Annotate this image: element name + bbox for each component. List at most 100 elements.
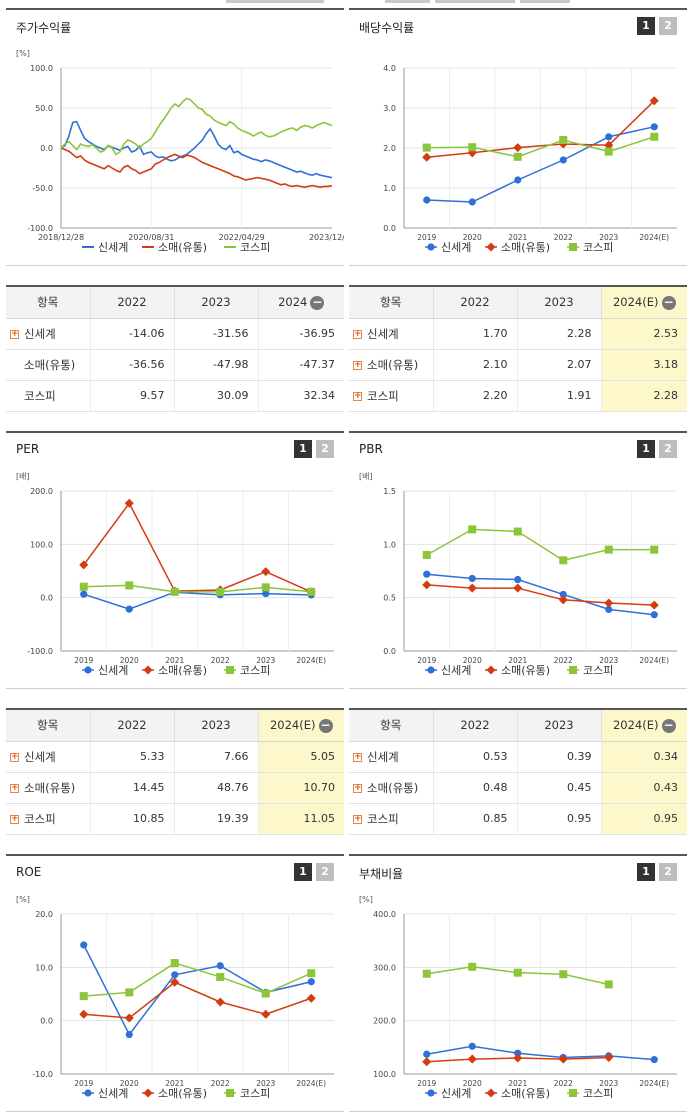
- collapse-icon[interactable]: −: [661, 294, 676, 310]
- pbr-table: 항목 2022 2023 2024(E) − + 신세계 0.53 0.39 0.3…: [349, 708, 687, 835]
- col-header: 2023: [173, 709, 258, 742]
- row-label-text: 코스피: [367, 388, 399, 403]
- row-label-text: 소매(유통): [24, 780, 76, 795]
- row-label[interactable]: + 신세계: [6, 318, 90, 350]
- expand-icon[interactable]: +: [353, 751, 362, 762]
- panel-title: 주가수익률: [16, 21, 72, 35]
- data-point: [486, 242, 496, 252]
- col-header: 항목: [349, 709, 433, 742]
- collapse-icon[interactable]: −: [310, 294, 325, 310]
- pbr-chart: [배] 1.5 1.0 0.5 0.0 2019 2020 2021 2022 2023 2024(…: [359, 472, 677, 677]
- cell: 32.34: [257, 380, 344, 412]
- expand-icon[interactable]: +: [353, 359, 362, 370]
- table-row: + 소매(유통) 14.45 48.76 10.70: [6, 772, 344, 804]
- cell: 0.95: [600, 803, 687, 835]
- data-point: [422, 551, 431, 559]
- col-header: 2022: [89, 709, 174, 742]
- series-kospi: [422, 962, 613, 989]
- cell: 0.45: [516, 772, 601, 804]
- row-label[interactable]: + 신세계: [349, 741, 433, 773]
- row-label[interactable]: + 소매(유통): [349, 349, 433, 381]
- data-point: [125, 605, 133, 613]
- cell: 30.09: [173, 380, 258, 412]
- y-tick-label: -50.0: [32, 184, 53, 193]
- view-1-button[interactable]: 1: [294, 440, 312, 458]
- x-tick-label: 2024(E): [639, 233, 669, 242]
- expand-icon[interactable]: +: [353, 813, 362, 824]
- y-tick-label: 100.0: [373, 1070, 396, 1079]
- series-line: [60, 120, 333, 179]
- col-header-label: 2024(E): [612, 718, 659, 732]
- data-point: [513, 1053, 523, 1063]
- series-kospi: [79, 959, 316, 1001]
- expand-icon[interactable]: +: [10, 813, 19, 824]
- legend-label: 소매(유통): [501, 241, 550, 254]
- cell: 1.91: [516, 380, 601, 412]
- data-point: [513, 527, 522, 536]
- view-toggle: 1 2: [294, 863, 334, 881]
- data-point: [79, 1009, 89, 1019]
- dividend-table: 항목 2022 2023 2024(E) − + 신세계 1.70 2.28 2.5…: [349, 285, 687, 412]
- x-tick-label: 2023/12/28: [309, 233, 344, 242]
- legend: 신세계 소매(유통) 코스피: [82, 241, 270, 254]
- series-line: [60, 147, 333, 189]
- series-line: [426, 584, 655, 606]
- data-point: [514, 1049, 522, 1057]
- table-row: + 코스피 2.20 1.91 2.28: [349, 380, 687, 412]
- x-tick-label: 2024(E): [639, 656, 669, 665]
- data-point: [262, 589, 270, 598]
- table-row: + 신세계 0.53 0.39 0.34: [349, 741, 687, 773]
- series-line: [426, 136, 655, 158]
- col-header-2024e: 2024(E) −: [600, 709, 687, 742]
- panel-title: PER: [16, 442, 40, 456]
- expand-icon[interactable]: +: [353, 390, 362, 401]
- x-tick-label: 2024(E): [296, 656, 326, 665]
- row-label-text: 코스피: [24, 388, 56, 403]
- view-2-button[interactable]: 2: [316, 440, 334, 458]
- view-2-button[interactable]: 2: [316, 863, 334, 881]
- data-point: [569, 666, 577, 674]
- row-label[interactable]: + 소매(유통): [349, 772, 433, 804]
- data-point: [423, 1050, 431, 1058]
- view-1-button[interactable]: 1: [637, 17, 655, 35]
- series-kospi: [60, 97, 333, 156]
- row-label-text: 신세계: [24, 749, 56, 764]
- row-label[interactable]: + 코스피: [6, 803, 90, 835]
- expand-icon[interactable]: +: [10, 751, 19, 762]
- row-label[interactable]: + 코스피: [349, 803, 433, 835]
- view-1-button[interactable]: 1: [637, 440, 655, 458]
- expand-icon[interactable]: +: [10, 328, 19, 339]
- collapse-icon[interactable]: −: [661, 717, 676, 733]
- table-row: + 코스피 0.85 0.95 0.95: [349, 803, 687, 835]
- y-tick-label: 100.0: [30, 64, 53, 73]
- row-label[interactable]: + 신세계: [349, 318, 433, 350]
- y-tick-label: -100.0: [27, 224, 53, 233]
- row-label[interactable]: + 소매(유통): [6, 772, 90, 804]
- data-point: [80, 941, 88, 949]
- collapse-icon[interactable]: −: [318, 717, 333, 733]
- view-1-button[interactable]: 1: [294, 863, 312, 881]
- y-tick-label: 2.0: [383, 144, 396, 153]
- view-1-button[interactable]: 1: [637, 863, 655, 881]
- col-header: 2023: [516, 709, 601, 742]
- view-2-button[interactable]: 2: [659, 17, 677, 35]
- legend-label: 소매(유통): [501, 1087, 550, 1100]
- view-2-button[interactable]: 2: [659, 863, 677, 881]
- expand-icon[interactable]: +: [353, 328, 362, 339]
- view-2-button[interactable]: 2: [659, 440, 677, 458]
- cell: 0.34: [600, 741, 687, 773]
- data-point: [604, 598, 614, 608]
- col-header: 2022: [432, 286, 517, 319]
- series-line: [83, 591, 312, 610]
- x-tick-label: 2019: [74, 656, 93, 665]
- expand-icon[interactable]: +: [10, 782, 19, 793]
- cell: -31.56: [173, 318, 258, 350]
- expand-icon[interactable]: +: [353, 782, 362, 793]
- row-label[interactable]: + 코스피: [349, 380, 433, 412]
- row-label[interactable]: + 신세계: [6, 741, 90, 773]
- data-point: [84, 666, 92, 674]
- data-point: [468, 143, 477, 152]
- y-tick-label: 400.0: [373, 910, 396, 919]
- data-point: [559, 970, 568, 979]
- y-tick-label: 0.0: [40, 144, 53, 153]
